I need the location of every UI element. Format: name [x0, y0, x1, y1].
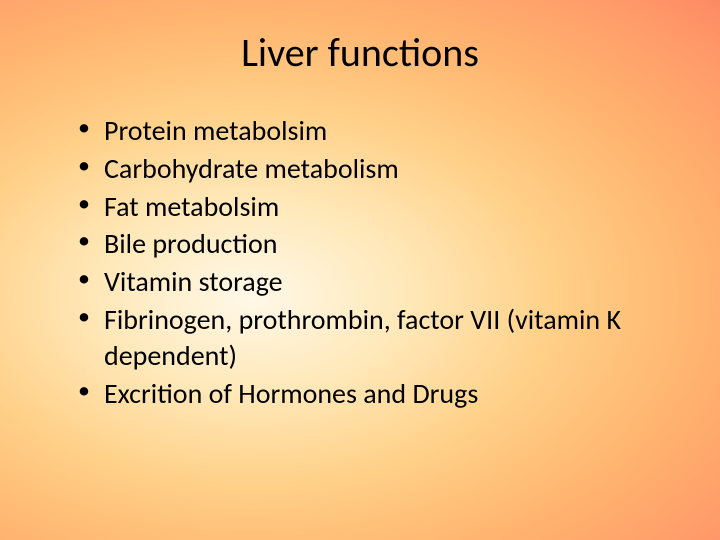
bullet-list: Protein metabolsim Carbohydrate metaboli…: [48, 113, 672, 412]
list-item: Vitamin storage: [78, 264, 672, 300]
slide-title: Liver functions: [48, 28, 672, 77]
slide: Liver functions Protein metabolsim Carbo…: [0, 0, 720, 540]
list-item: Fat metabolsim: [78, 189, 672, 225]
list-item: Fibrinogen, prothrombin, factor VII (vit…: [78, 302, 672, 374]
list-item: Protein metabolsim: [78, 113, 672, 149]
list-item: Carbohydrate metabolism: [78, 151, 672, 187]
list-item: Bile production: [78, 226, 672, 262]
list-item: Excrition of Hormones and Drugs: [78, 376, 672, 412]
